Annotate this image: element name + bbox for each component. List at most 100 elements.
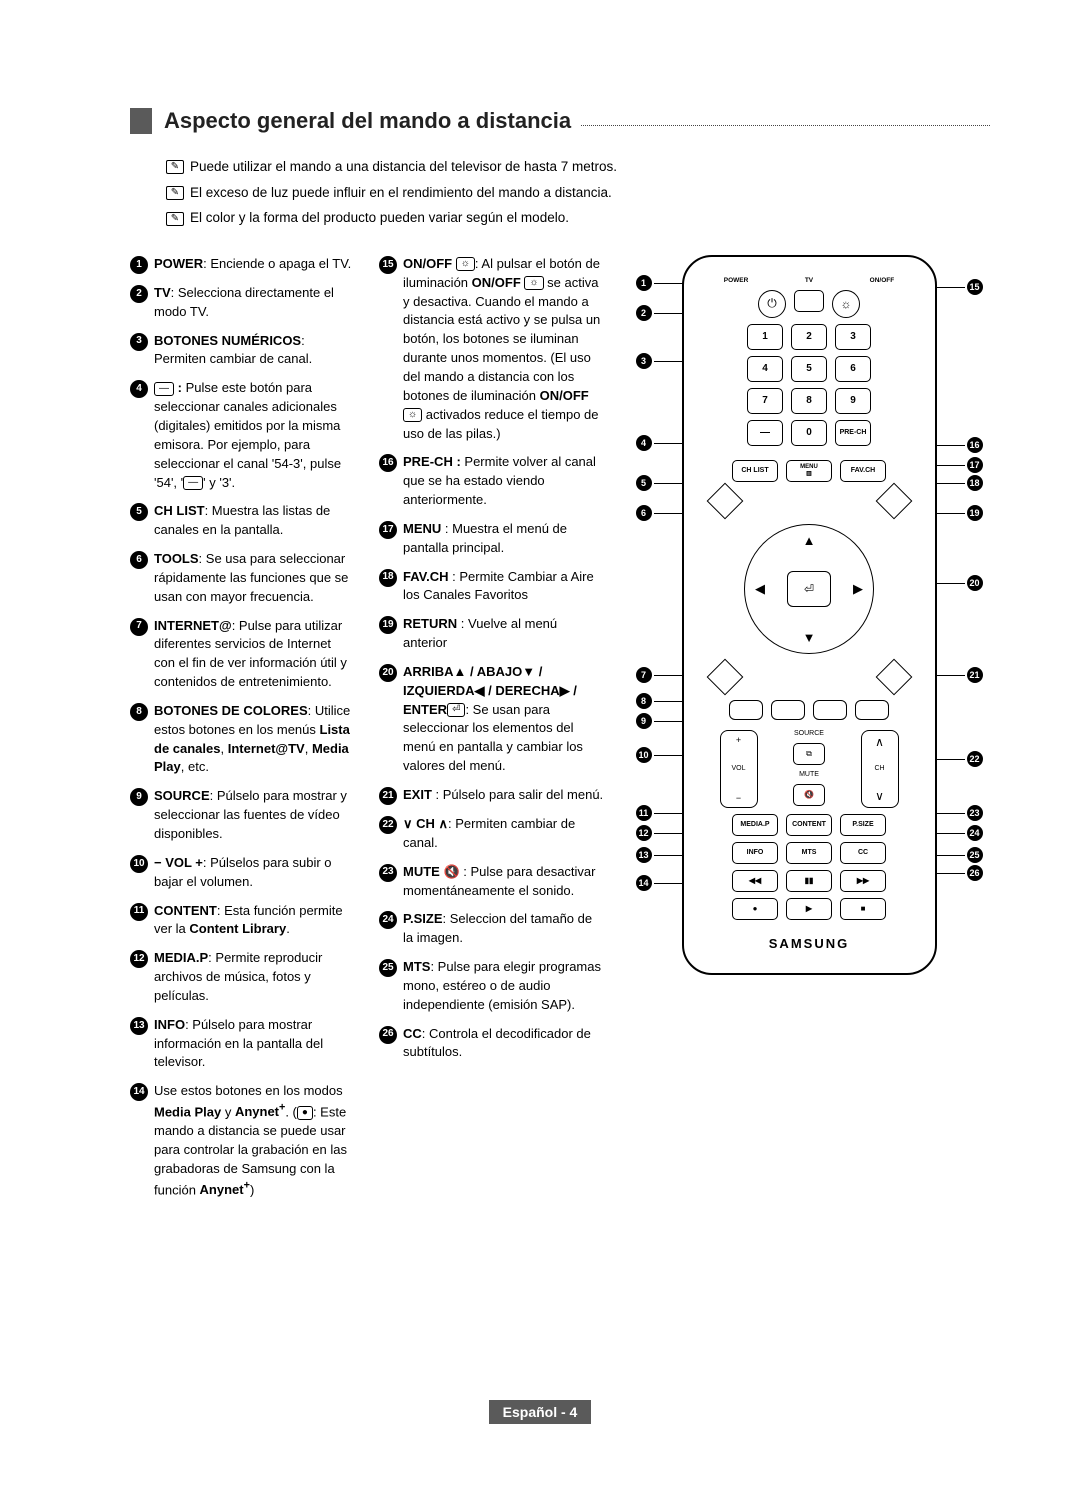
red-button[interactable]	[729, 700, 763, 720]
left-arrow[interactable]: ◀	[755, 581, 765, 597]
desc-item: 9 SOURCE: Púlselo para mostrar y selecci…	[130, 787, 355, 844]
item-text: CONTENT: Esta función permite ver la Con…	[154, 902, 355, 940]
btn-mts[interactable]: MTS	[786, 842, 832, 864]
green-button[interactable]	[771, 700, 805, 720]
item-number: 2	[130, 285, 148, 303]
color-buttons	[696, 700, 923, 720]
remote-brand: SAMSUNG	[684, 936, 935, 951]
callout-right: 22	[967, 751, 983, 767]
callout-line	[935, 287, 965, 288]
key-5[interactable]: 5	[791, 356, 827, 382]
desc-item: 5 CH LIST: Muestra las listas de canales…	[130, 502, 355, 540]
item-text: MTS: Pulse para elegir programas mono, e…	[403, 958, 604, 1015]
power-button[interactable]: ⏻	[758, 290, 786, 318]
item-number: 23	[379, 864, 397, 882]
note-line: ✎Puede utilizar el mando a una distancia…	[166, 154, 990, 180]
transport-btn[interactable]: ▶▶	[840, 870, 886, 892]
desc-item: 24 P.SIZE: Seleccion del tamaño de la im…	[379, 910, 604, 948]
callout-line	[654, 283, 684, 284]
btn-content[interactable]: CONTENT	[786, 814, 832, 836]
tools-button[interactable]	[706, 483, 743, 520]
transport-row-1: ◀◀ ▮▮ ▶▶	[696, 870, 923, 892]
enter-button[interactable]: ⏎	[787, 571, 831, 607]
callout-line	[935, 759, 965, 760]
item-text: SOURCE: Púlselo para mostrar y seleccion…	[154, 787, 355, 844]
item-number: 25	[379, 959, 397, 977]
item-text: INTERNET@: Pulse para utilizar diferente…	[154, 617, 355, 692]
callout-line	[654, 313, 684, 314]
item-text: MUTE 🔇 : Pulse para desactivar momentáne…	[403, 863, 604, 901]
mute-button[interactable]: 🔇	[793, 784, 825, 806]
chlist-button[interactable]: CH LIST	[732, 460, 778, 482]
favch-button[interactable]: FAV.CH	[840, 460, 886, 482]
ch-rocker[interactable]: ∧CH∨	[861, 730, 899, 808]
item-text: BOTONES NUMÉRICOS: Permiten cambiar de c…	[154, 332, 355, 370]
title-bar	[130, 108, 152, 134]
callout-line	[935, 813, 965, 814]
transport-btn[interactable]: ▮▮	[786, 870, 832, 892]
key-9[interactable]: 9	[835, 388, 871, 414]
keypad-row: 123	[696, 324, 923, 350]
desc-item: 1 POWER: Enciende o apaga el TV.	[130, 255, 355, 274]
callout-left: 5	[636, 475, 652, 491]
callout-right: 25	[967, 847, 983, 863]
transport-btn[interactable]: ▶	[786, 898, 832, 920]
callout-left: 6	[636, 505, 652, 521]
transport-btn[interactable]: ●	[732, 898, 778, 920]
desc-item: 10 − VOL +: Púlselos para subir o bajar …	[130, 854, 355, 892]
prech-button[interactable]: PRE-CH	[835, 420, 871, 446]
btn-info[interactable]: INFO	[732, 842, 778, 864]
transport-btn[interactable]: ■	[840, 898, 886, 920]
item-text: TOOLS: Se usa para seleccionar rápidamen…	[154, 550, 355, 607]
item-number: 7	[130, 618, 148, 636]
key-7[interactable]: 7	[747, 388, 783, 414]
menu-button[interactable]: MENU▥	[786, 460, 832, 482]
yellow-button[interactable]	[813, 700, 847, 720]
onoff-button[interactable]: ☼	[832, 290, 860, 318]
key-4[interactable]: 4	[747, 356, 783, 382]
callout-line	[654, 883, 684, 884]
down-arrow[interactable]: ▼	[803, 630, 816, 645]
key-6[interactable]: 6	[835, 356, 871, 382]
desc-item: 14 Use estos botones en los modos Media …	[130, 1082, 355, 1200]
btn-media.p[interactable]: MEDIA.P	[732, 814, 778, 836]
callout-right: 23	[967, 805, 983, 821]
return-button[interactable]	[875, 483, 912, 520]
item-number: 21	[379, 787, 397, 805]
vol-ch-row: +VOL− SOURCE ⧉ MUTE 🔇 ∧CH∨	[696, 730, 923, 808]
remote-control: POWER TV ON/OFF ⏻ ☼ 123456789 — 0 PRE-CH…	[682, 255, 937, 975]
tv-button[interactable]	[794, 290, 824, 312]
note-line: ✎El exceso de luz puede influir en el re…	[166, 180, 990, 206]
source-mute: SOURCE ⧉ MUTE 🔇	[793, 730, 825, 808]
desc-item: 20 ARRIBA▲ / ABAJO▼ / IZQUIERDA◀ / DEREC…	[379, 663, 604, 776]
note-icon: ✎	[166, 160, 184, 174]
desc-item: 11 CONTENT: Esta función permite ver la …	[130, 902, 355, 940]
btn-cc[interactable]: CC	[840, 842, 886, 864]
callout-left: 3	[636, 353, 652, 369]
vol-rocker[interactable]: +VOL−	[720, 730, 758, 808]
key-2[interactable]: 2	[791, 324, 827, 350]
desc-item: 15 ON/OFF ☼: Al pulsar el botón de ilumi…	[379, 255, 604, 443]
item-number: 19	[379, 616, 397, 634]
transport-btn[interactable]: ◀◀	[732, 870, 778, 892]
key-8[interactable]: 8	[791, 388, 827, 414]
desc-item: 25 MTS: Pulse para elegir programas mono…	[379, 958, 604, 1015]
internet-button[interactable]	[706, 659, 743, 696]
exit-button[interactable]	[875, 659, 912, 696]
item-text: − VOL +: Púlselos para subir o bajar el …	[154, 854, 355, 892]
source-label: SOURCE	[794, 730, 824, 737]
source-button[interactable]: ⧉	[793, 743, 825, 765]
item-number: 12	[130, 950, 148, 968]
dash-button[interactable]: —	[747, 420, 783, 446]
dpad[interactable]: ▲ ▼ ◀ ▶ ⏎	[744, 524, 874, 654]
key-1[interactable]: 1	[747, 324, 783, 350]
item-text: MEDIA.P: Permite reproducir archivos de …	[154, 949, 355, 1006]
up-arrow[interactable]: ▲	[803, 533, 816, 548]
btn-p.size[interactable]: P.SIZE	[840, 814, 886, 836]
callout-left: 9	[636, 713, 652, 729]
zero-button[interactable]: 0	[791, 420, 827, 446]
callout-left: 8	[636, 693, 652, 709]
key-3[interactable]: 3	[835, 324, 871, 350]
right-arrow[interactable]: ▶	[853, 581, 863, 597]
blue-button[interactable]	[855, 700, 889, 720]
